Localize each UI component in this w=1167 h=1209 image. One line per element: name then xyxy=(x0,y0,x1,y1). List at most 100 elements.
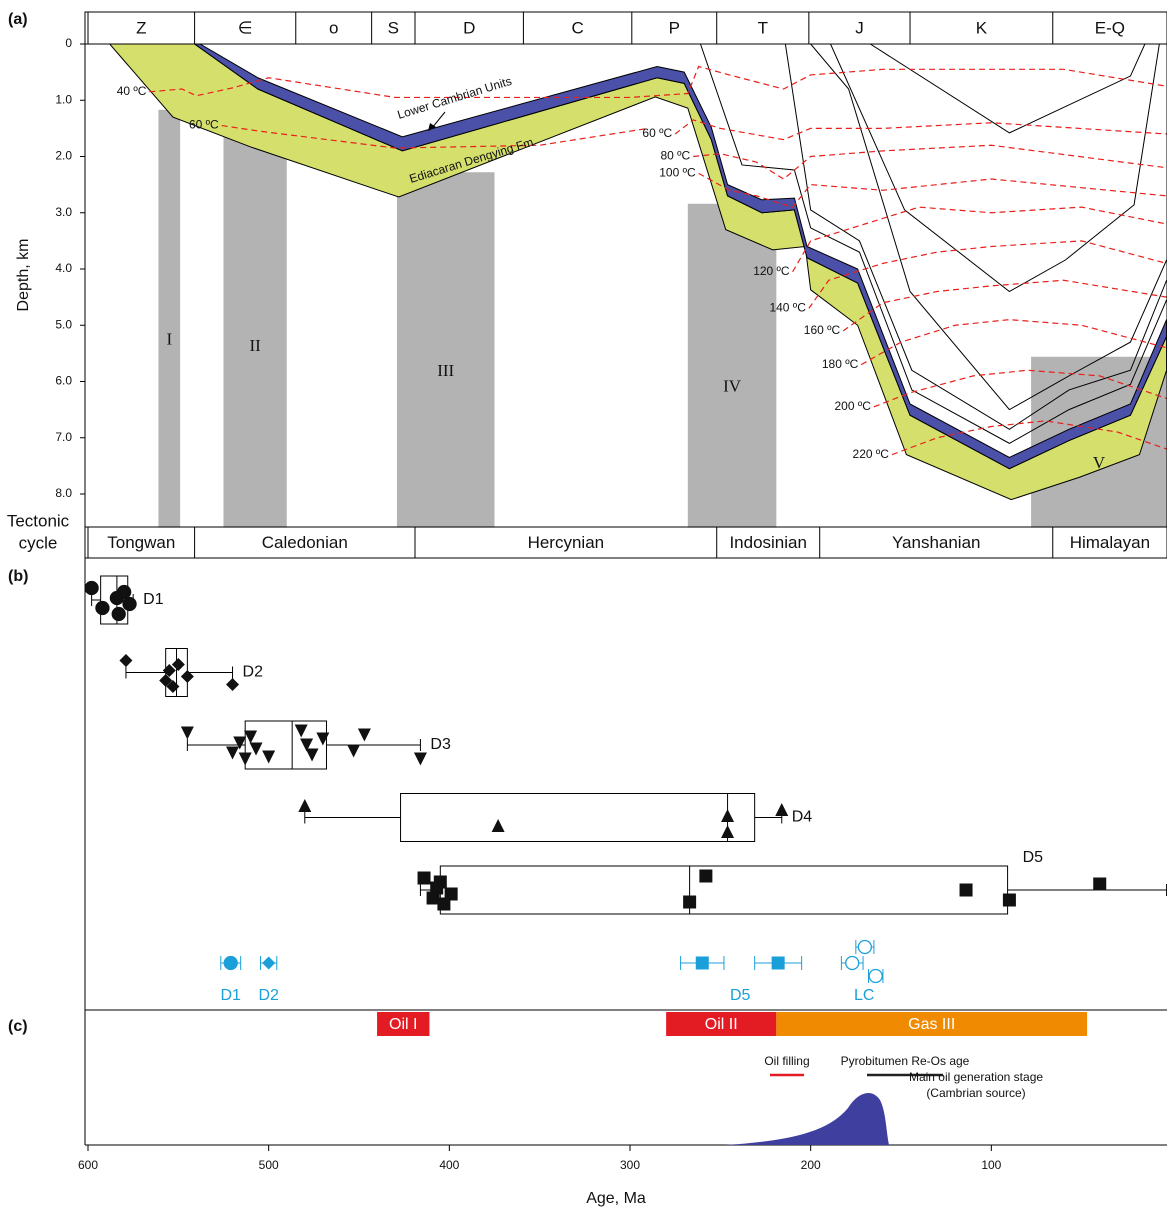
burial-line xyxy=(811,44,1167,410)
periods-label: Z xyxy=(136,18,146,37)
re-os-label: D2 xyxy=(258,987,279,1004)
isotherm-label: 100 ºC xyxy=(659,166,696,180)
y-tick-label: 5.0 xyxy=(55,317,72,331)
isotherm xyxy=(793,207,1167,272)
y-tick-label: 4.0 xyxy=(55,261,72,275)
data-point xyxy=(434,876,447,889)
maturation-window xyxy=(688,204,777,528)
periods-label: ∈ xyxy=(238,18,253,37)
re-os-point xyxy=(858,941,871,954)
isotherm xyxy=(675,120,1166,140)
re-os-label: LC xyxy=(854,987,874,1004)
re-os-label: D1 xyxy=(221,987,242,1004)
group-label: D1 xyxy=(143,591,164,608)
data-point xyxy=(123,598,136,611)
periods-label: D xyxy=(463,18,475,37)
y-tick-label: 6.0 xyxy=(55,374,72,388)
isotherm-label: 180 ºC xyxy=(822,357,859,371)
window-label: I xyxy=(166,330,172,349)
data-point xyxy=(960,884,973,897)
tectonic_cycles-label: Tongwan xyxy=(107,533,175,552)
data-point xyxy=(85,582,98,595)
group-label: D2 xyxy=(243,664,264,681)
tectonic_cycles-label: Hercynian xyxy=(528,533,605,552)
data-point xyxy=(358,729,371,742)
box xyxy=(440,866,1007,914)
y-tick-label: 2.0 xyxy=(55,149,72,163)
isotherm-label: 40 ºC xyxy=(117,84,147,98)
panel-label: (c) xyxy=(8,1018,28,1035)
y-tick-label: 3.0 xyxy=(55,205,72,219)
x-tick-label: 500 xyxy=(259,1158,279,1172)
data-point xyxy=(119,654,132,667)
data-point xyxy=(118,586,131,599)
periods-label: P xyxy=(669,18,680,37)
y-tick-label: 8.0 xyxy=(55,486,72,500)
isotherm-label: 220 ºC xyxy=(853,447,890,461)
periods-label: T xyxy=(758,18,768,37)
data-point xyxy=(347,745,360,758)
data-point xyxy=(226,747,239,760)
tectonic-label: cycle xyxy=(19,533,58,552)
tectonic_cycles-label: Caledonian xyxy=(262,533,348,552)
periods-label: E-Q xyxy=(1095,18,1125,37)
periods-label: S xyxy=(388,18,399,37)
re-os-point xyxy=(262,957,275,970)
isotherm-label: 200 ºC xyxy=(834,399,871,413)
re-os-point xyxy=(869,970,882,983)
panel-label: (b) xyxy=(8,568,28,585)
x-tick-label: 100 xyxy=(981,1158,1001,1172)
tectonic-label: Tectonic xyxy=(7,511,70,530)
re-os-point xyxy=(772,957,785,970)
panel-label: (a) xyxy=(8,11,28,28)
isotherm-label: 120 ºC xyxy=(753,264,790,278)
y-tick-label: 1.0 xyxy=(55,92,72,106)
data-point xyxy=(445,888,458,901)
window-label: II xyxy=(249,336,261,355)
data-point xyxy=(96,602,109,615)
window-label: III xyxy=(437,361,454,380)
y-tick-label: 7.0 xyxy=(55,430,72,444)
x-tick-label: 600 xyxy=(78,1158,98,1172)
isotherm-label: 160 ºC xyxy=(804,323,841,337)
x-tick-label: 200 xyxy=(801,1158,821,1172)
data-point xyxy=(1003,894,1016,907)
maturation-window xyxy=(224,123,287,528)
legend-label: Oil filling xyxy=(764,1054,809,1068)
oil-generation-curve xyxy=(725,1093,889,1145)
data-point xyxy=(683,896,696,909)
burial-line xyxy=(870,44,1145,133)
group-label: D5 xyxy=(1023,849,1044,866)
isotherm-label: 60 ºC xyxy=(189,118,219,132)
periods-label: C xyxy=(571,18,583,37)
window-label: V xyxy=(1093,453,1106,472)
stage-label: Oil II xyxy=(705,1016,738,1033)
data-point xyxy=(112,608,125,621)
isotherm xyxy=(693,145,1166,179)
data-point xyxy=(181,727,194,740)
re-os-point xyxy=(696,957,709,970)
window-label: IV xyxy=(723,377,742,396)
stratigraphic-layer xyxy=(195,44,1167,469)
data-point xyxy=(699,870,712,883)
data-point xyxy=(414,753,427,766)
data-point xyxy=(418,872,431,885)
annotation: (Cambrian source) xyxy=(926,1086,1025,1100)
burial-line xyxy=(831,44,1160,292)
x-tick-label: 400 xyxy=(439,1158,459,1172)
x-axis-title: Age, Ma xyxy=(586,1190,646,1207)
tectonic_cycles-label: Indosinian xyxy=(729,533,807,552)
x-tick-label: 300 xyxy=(620,1158,640,1172)
isotherm-label: 60 ºC xyxy=(642,126,672,140)
data-point xyxy=(298,799,311,812)
group-label: D4 xyxy=(792,809,813,826)
stage-label: Oil I xyxy=(389,1016,417,1033)
data-point xyxy=(1093,878,1106,891)
y-axis-title: Depth, km xyxy=(15,239,32,312)
chart: Lower Cambrian Units Ediacaran Dengying … xyxy=(0,0,1167,1209)
periods-label: J xyxy=(855,18,864,37)
periods-label: o xyxy=(329,18,338,37)
legend-label: Pyrobitumen Re-Os age xyxy=(841,1054,970,1068)
data-point xyxy=(775,803,788,816)
re-os-label: D5 xyxy=(730,987,751,1004)
